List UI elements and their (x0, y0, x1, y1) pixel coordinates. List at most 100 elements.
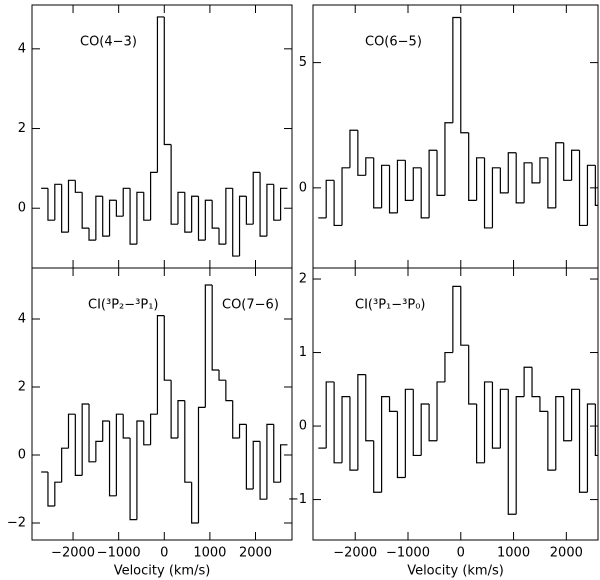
y-tick-label: 4 (18, 312, 26, 327)
step (156, 16, 165, 173)
step (129, 438, 137, 521)
step (507, 389, 517, 515)
step (74, 180, 83, 193)
step (381, 164, 390, 208)
step (122, 414, 131, 439)
step (365, 374, 374, 442)
step (177, 400, 185, 438)
step (436, 381, 445, 441)
step (357, 373, 366, 471)
step (325, 381, 335, 449)
step (594, 165, 598, 206)
step (571, 149, 580, 181)
step (396, 159, 406, 213)
step (444, 351, 453, 382)
y-tick-label: 5 (299, 55, 307, 70)
step (523, 162, 533, 203)
step (149, 171, 158, 221)
step (108, 199, 117, 237)
step (211, 285, 220, 371)
y-tick-label: 0 (299, 180, 307, 195)
step (325, 179, 335, 218)
x-tick-label: −1000 (386, 546, 430, 561)
step (136, 191, 144, 245)
step (586, 403, 596, 493)
step (499, 167, 509, 194)
step (428, 149, 438, 218)
step (594, 404, 598, 457)
y-tick-label: 1 (299, 345, 307, 360)
step (396, 411, 406, 479)
x-tick-label: −2000 (333, 546, 377, 561)
step (563, 142, 572, 181)
step (67, 179, 76, 233)
annotation: CI(³P₁−³P₀) (355, 298, 425, 313)
step (108, 421, 117, 497)
step (245, 424, 254, 490)
step (67, 413, 76, 449)
step (74, 414, 83, 476)
step (515, 152, 525, 204)
step (349, 396, 358, 471)
step (204, 284, 213, 408)
step (436, 150, 445, 196)
step (129, 188, 137, 245)
step (388, 396, 398, 412)
step (252, 171, 261, 225)
step (143, 192, 151, 221)
step (333, 180, 343, 227)
step (357, 130, 366, 176)
step (191, 195, 199, 233)
step (365, 157, 374, 176)
step (460, 17, 469, 134)
step (420, 167, 430, 219)
step (531, 367, 540, 398)
step (170, 380, 178, 439)
x-tick-label: 2000 (239, 546, 272, 561)
step (468, 345, 477, 405)
step (232, 400, 240, 439)
step (349, 129, 358, 168)
step (81, 403, 90, 476)
step (273, 184, 281, 221)
step (81, 192, 90, 229)
step (279, 187, 288, 221)
step (143, 421, 151, 446)
step (555, 142, 564, 208)
panel-frame (31, 4, 293, 269)
y-tick-label: −1 (288, 492, 307, 507)
step (163, 315, 172, 381)
step (468, 132, 477, 201)
step (333, 381, 343, 464)
y-tick-label: 0 (18, 448, 26, 463)
step (184, 400, 192, 483)
step (444, 122, 453, 196)
annotation: CO(4−3) (80, 35, 137, 50)
step (225, 187, 233, 245)
step (54, 183, 62, 221)
step (452, 16, 461, 123)
step (578, 389, 588, 493)
step (61, 447, 69, 483)
y-tick-label: 0 (18, 201, 26, 216)
step (102, 196, 110, 237)
annotation: CI(³P₂−³P₁) (88, 298, 158, 313)
step (266, 183, 274, 237)
step (539, 396, 548, 412)
step (539, 157, 548, 183)
step (555, 396, 564, 471)
step (61, 184, 69, 233)
step (341, 167, 350, 226)
step (177, 191, 185, 225)
x-tick-label: 1000 (193, 546, 226, 561)
step (238, 195, 247, 257)
step (563, 396, 572, 442)
step (483, 157, 493, 229)
step (476, 157, 485, 201)
y-tick-label: 4 (18, 41, 26, 56)
x-tick-label: 0 (160, 546, 168, 561)
step (373, 440, 382, 493)
step (170, 144, 178, 225)
step (184, 192, 192, 233)
step (460, 286, 469, 346)
